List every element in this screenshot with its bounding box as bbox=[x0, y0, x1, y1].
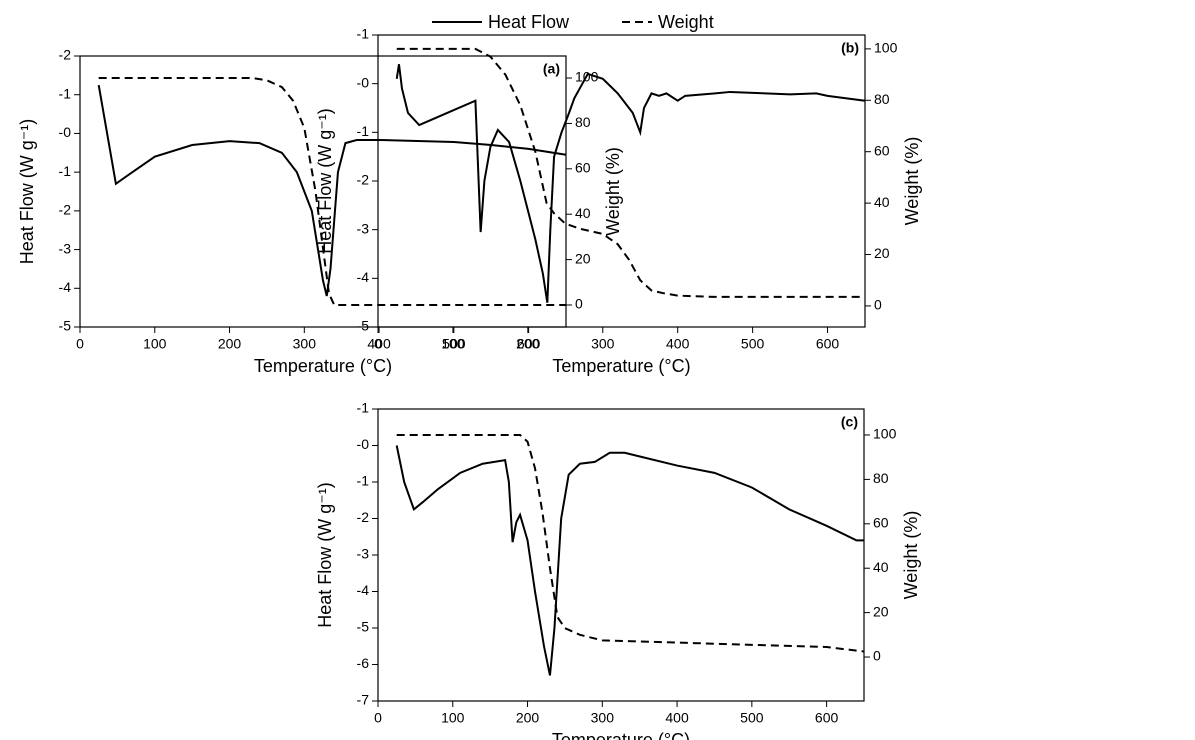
y2-tick-label: 40 bbox=[575, 205, 591, 221]
y2-axis-label: Weight (%) bbox=[603, 147, 623, 236]
y-tick-label: -5 bbox=[357, 619, 370, 635]
x-tick-label: 100 bbox=[441, 336, 465, 352]
x-tick-label: 0 bbox=[374, 336, 382, 352]
y2-tick-label: 20 bbox=[575, 250, 591, 266]
x-tick-label: 100 bbox=[143, 336, 167, 352]
y-tick-label: -0 bbox=[357, 436, 370, 452]
x-tick-label: 600 bbox=[815, 710, 839, 726]
x-tick-label: 600 bbox=[517, 336, 541, 352]
y2-axis-label: Weight (%) bbox=[901, 511, 921, 600]
y-tick-label: -2 bbox=[357, 172, 370, 188]
y-tick-label: -0 bbox=[357, 74, 370, 90]
y2-tick-label: 40 bbox=[873, 559, 889, 575]
y2-tick-label: 0 bbox=[575, 296, 583, 312]
y2-tick-label: 20 bbox=[873, 603, 889, 619]
y-tick-label: -4 bbox=[59, 279, 72, 295]
y-tick-label: -0 bbox=[59, 124, 72, 140]
x-tick-label: 300 bbox=[591, 710, 615, 726]
y-axis-label: Heat Flow (W g⁻¹) bbox=[315, 482, 335, 628]
legend-label: Heat Flow bbox=[488, 12, 570, 32]
y-tick-label: -4 bbox=[357, 269, 370, 285]
y2-tick-label: 80 bbox=[575, 114, 591, 130]
y-tick-label: -1 bbox=[357, 473, 370, 489]
x-axis-label: Temperature (°C) bbox=[254, 356, 392, 376]
series-line bbox=[395, 64, 866, 303]
x-tick-label: 200 bbox=[516, 710, 540, 726]
series-line bbox=[98, 77, 566, 306]
y-tick-label: -6 bbox=[357, 655, 370, 671]
y-tick-label: -3 bbox=[59, 240, 72, 256]
series-line bbox=[396, 47, 865, 298]
y-tick-label: -2 bbox=[357, 509, 370, 525]
series-line bbox=[396, 433, 865, 653]
panel-label: (c) bbox=[841, 414, 858, 430]
panel-label: (a) bbox=[543, 61, 560, 77]
x-tick-label: 200 bbox=[218, 336, 242, 352]
y-tick-label: -1 bbox=[59, 163, 72, 179]
x-tick-label: 0 bbox=[76, 336, 84, 352]
x-tick-label: 500 bbox=[741, 336, 765, 352]
y2-tick-label: 20 bbox=[874, 245, 890, 261]
y2-tick-label: 60 bbox=[874, 142, 890, 158]
y2-tick-label: 40 bbox=[874, 194, 890, 210]
plot-frame bbox=[79, 55, 567, 328]
y-tick-label: -1 bbox=[357, 400, 370, 416]
x-axis-label: Temperature (°C) bbox=[552, 730, 690, 740]
x-tick-label: 0 bbox=[374, 710, 382, 726]
y-tick-label: -2 bbox=[59, 47, 72, 63]
y-tick-label: -7 bbox=[357, 692, 370, 708]
y2-tick-label: 60 bbox=[873, 515, 889, 531]
series-line bbox=[395, 445, 864, 676]
y-tick-label: -1 bbox=[357, 123, 370, 139]
x-tick-label: 200 bbox=[516, 336, 540, 352]
panel-label: (b) bbox=[841, 40, 859, 56]
y2-tick-label: 0 bbox=[874, 297, 882, 313]
y2-tick-label: 80 bbox=[873, 470, 889, 486]
y-tick-label: -1 bbox=[357, 26, 370, 42]
y-axis-label: Heat Flow (W g⁻¹) bbox=[315, 108, 335, 254]
series-line bbox=[97, 84, 567, 297]
y-axis-label: Heat Flow (W g⁻¹) bbox=[17, 119, 37, 265]
x-tick-label: 300 bbox=[293, 336, 317, 352]
x-tick-label: 600 bbox=[816, 336, 840, 352]
x-tick-label: 400 bbox=[367, 336, 391, 352]
x-tick-label: 400 bbox=[666, 336, 690, 352]
y-tick-label: -5 bbox=[59, 318, 72, 334]
x-tick-label: 300 bbox=[591, 336, 615, 352]
x-tick-label: 500 bbox=[740, 710, 764, 726]
y-tick-label: -4 bbox=[357, 582, 370, 598]
y2-tick-label: 80 bbox=[874, 91, 890, 107]
y2-tick-label: 100 bbox=[873, 426, 897, 442]
y-tick-label: -3 bbox=[357, 220, 370, 236]
y2-axis-label: Weight (%) bbox=[902, 137, 922, 226]
x-tick-label: 100 bbox=[441, 710, 465, 726]
x-tick-label: 400 bbox=[665, 710, 689, 726]
y-tick-label: -5 bbox=[357, 318, 370, 334]
y-tick-label: -1 bbox=[59, 85, 72, 101]
y2-tick-label: 60 bbox=[575, 160, 591, 176]
x-axis-label: Temperature (°C) bbox=[552, 356, 690, 376]
y-tick-label: -2 bbox=[59, 202, 72, 218]
y2-tick-label: 100 bbox=[874, 40, 898, 56]
legend-label: Weight bbox=[658, 12, 714, 32]
x-tick-label: 500 bbox=[442, 336, 466, 352]
y-tick-label: -3 bbox=[357, 546, 370, 562]
y2-tick-label: 0 bbox=[873, 648, 881, 664]
